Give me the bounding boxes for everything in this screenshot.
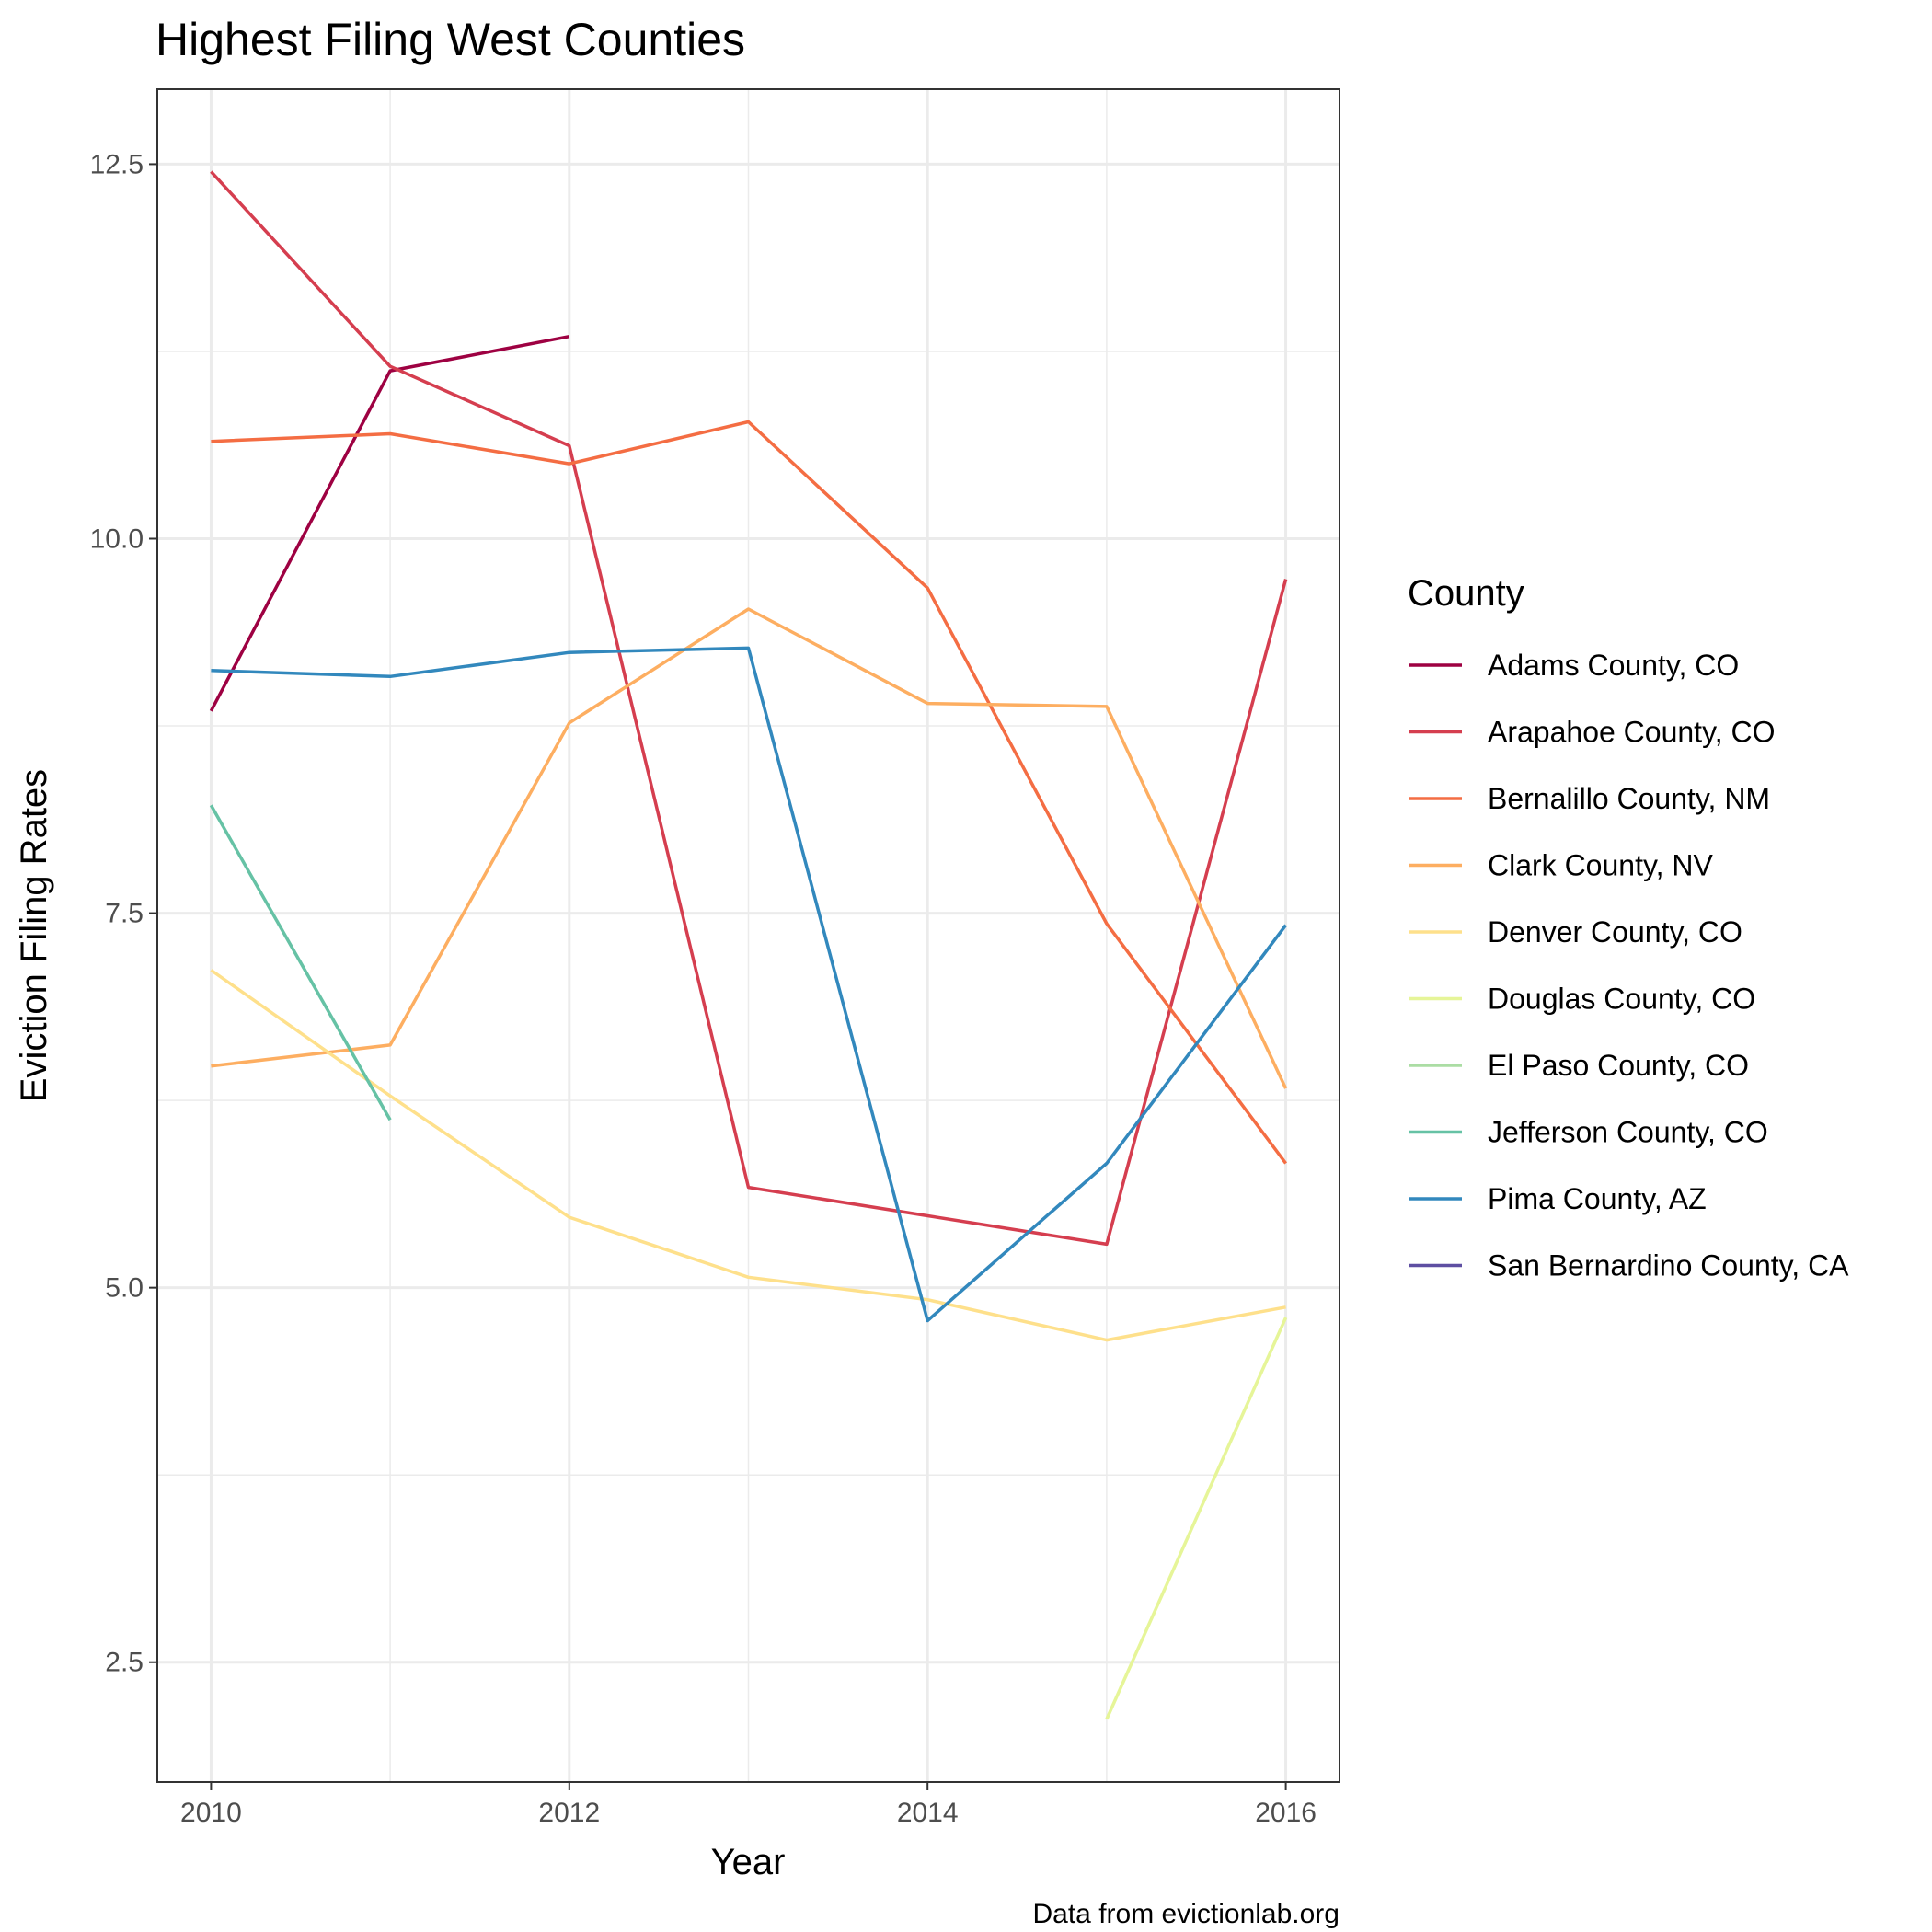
plot-border bbox=[156, 88, 1340, 1783]
series-line-denver-county-co bbox=[210, 969, 1286, 1342]
legend-label-denver-county-co: Denver County, CO bbox=[1488, 915, 1742, 949]
legend-title: County bbox=[1408, 573, 1524, 614]
y-tick-label: 2.5 bbox=[105, 1648, 144, 1678]
legend-label-douglas-county-co: Douglas County, CO bbox=[1488, 983, 1755, 1016]
legend-label-clark-county-nv: Clark County, NV bbox=[1488, 849, 1713, 882]
series-line-bernalillo-county-nm bbox=[211, 420, 1288, 1165]
caption: Data from evictionlab.org bbox=[1033, 1899, 1340, 1929]
legend-label-pima-county-az: Pima County, AZ bbox=[1488, 1182, 1707, 1215]
series-line-adams-county-co bbox=[209, 334, 570, 712]
x-tick-label: 2014 bbox=[897, 1798, 959, 1828]
y-tick-label: 7.5 bbox=[105, 899, 144, 929]
series-line-clark-county-nv bbox=[211, 607, 1288, 1089]
legend-label-arapahoe-county-co: Arapahoe County, CO bbox=[1488, 716, 1775, 749]
plot-panel bbox=[156, 88, 1340, 1783]
y-axis: 2.5 5.0 7.5 10.0 12.5 bbox=[90, 149, 157, 1678]
major-gridlines bbox=[157, 89, 1340, 1782]
legend-label-san-bernardino-county-ca: San Bernardino County, CA bbox=[1488, 1249, 1849, 1282]
x-axis: 2010 2012 2014 2016 bbox=[180, 1782, 1317, 1828]
legend-label-jefferson-county-co: Jefferson County, CO bbox=[1488, 1116, 1768, 1149]
series-line-arapahoe-county-co bbox=[210, 170, 1288, 1247]
y-tick-label: 5.0 bbox=[105, 1273, 144, 1304]
legend-label-el-paso-county-co: El Paso County, CO bbox=[1488, 1049, 1749, 1082]
x-axis-title: Year bbox=[711, 1842, 786, 1882]
legend: County Adams County, CO Arapahoe County, … bbox=[1408, 573, 1849, 1282]
chart-title: Highest Filing West Counties bbox=[155, 14, 745, 65]
series-line-pima-county-az bbox=[211, 646, 1287, 1323]
series-line-douglas-county-co bbox=[1105, 1317, 1288, 1720]
y-tick-label: 10.0 bbox=[90, 523, 144, 554]
legend-label-adams-county-co: Adams County, CO bbox=[1488, 649, 1739, 682]
y-axis-title: Eviction Filing Rates bbox=[14, 769, 54, 1102]
series-line-jefferson-county-co bbox=[209, 804, 392, 1121]
x-tick-label: 2010 bbox=[180, 1798, 242, 1828]
x-tick-label: 2016 bbox=[1255, 1798, 1317, 1828]
legend-items: Adams County, CO Arapahoe County, CO Berna… bbox=[1409, 649, 1849, 1282]
series-lines bbox=[209, 170, 1288, 1720]
x-tick-label: 2012 bbox=[538, 1798, 600, 1828]
y-tick-label: 12.5 bbox=[90, 149, 144, 179]
legend-label-bernalillo-county-nm: Bernalillo County, NM bbox=[1488, 782, 1770, 815]
